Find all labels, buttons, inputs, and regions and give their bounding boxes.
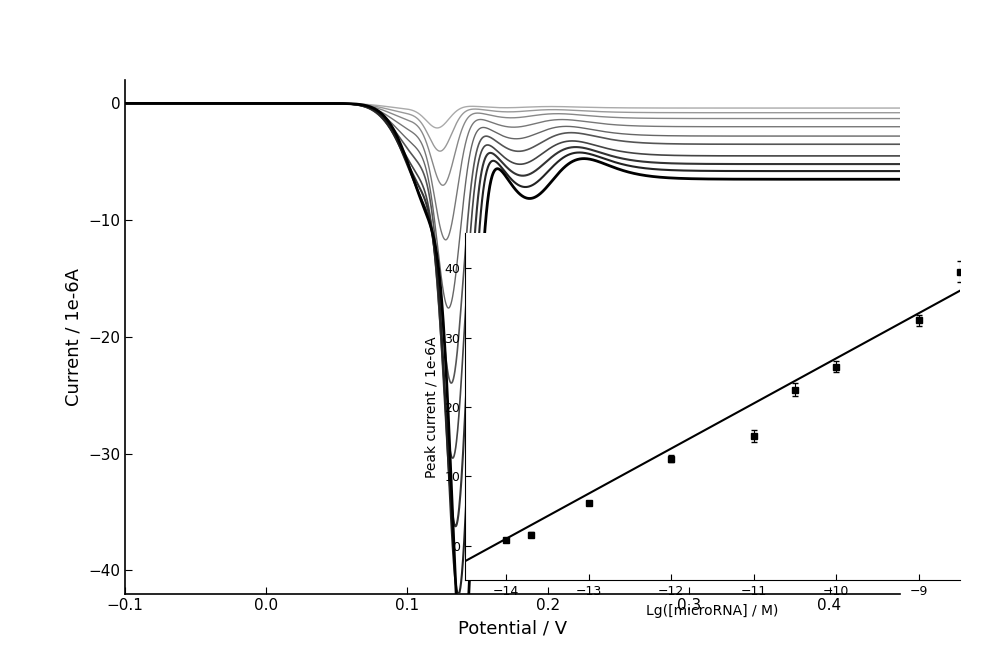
X-axis label: Lg([microRNA] / M): Lg([microRNA] / M) xyxy=(646,604,779,618)
X-axis label: Potential / V: Potential / V xyxy=(458,619,567,637)
Y-axis label: Peak current / 1e-6A: Peak current / 1e-6A xyxy=(425,336,439,478)
Y-axis label: Current / 1e-6A: Current / 1e-6A xyxy=(64,268,82,406)
